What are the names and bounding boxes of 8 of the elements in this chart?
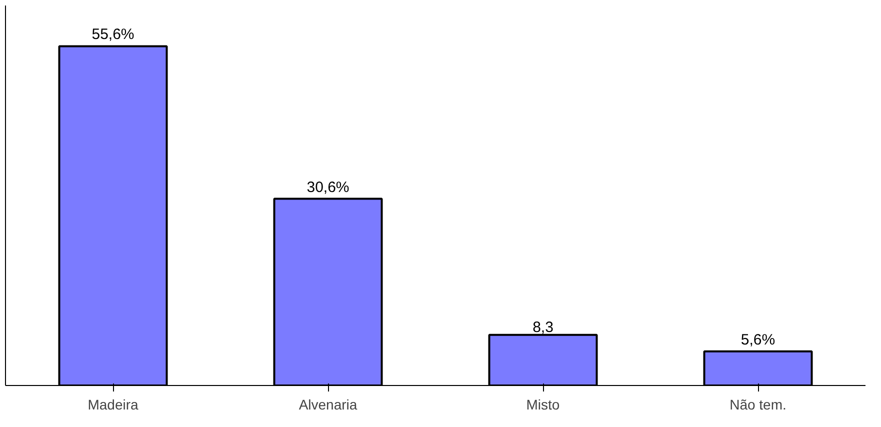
x-tick-label: Alvenaria: [298, 396, 358, 412]
data-label: 8,3: [532, 318, 554, 336]
x-tick-label: Madeira: [88, 396, 139, 412]
data-label: 5,6%: [740, 331, 776, 348]
data-label: 55,6%: [92, 26, 134, 44]
x-tick-label: Não tem.: [730, 396, 786, 412]
data-label: 30,6%: [306, 178, 350, 196]
x-tick-label: Misto: [526, 396, 560, 412]
